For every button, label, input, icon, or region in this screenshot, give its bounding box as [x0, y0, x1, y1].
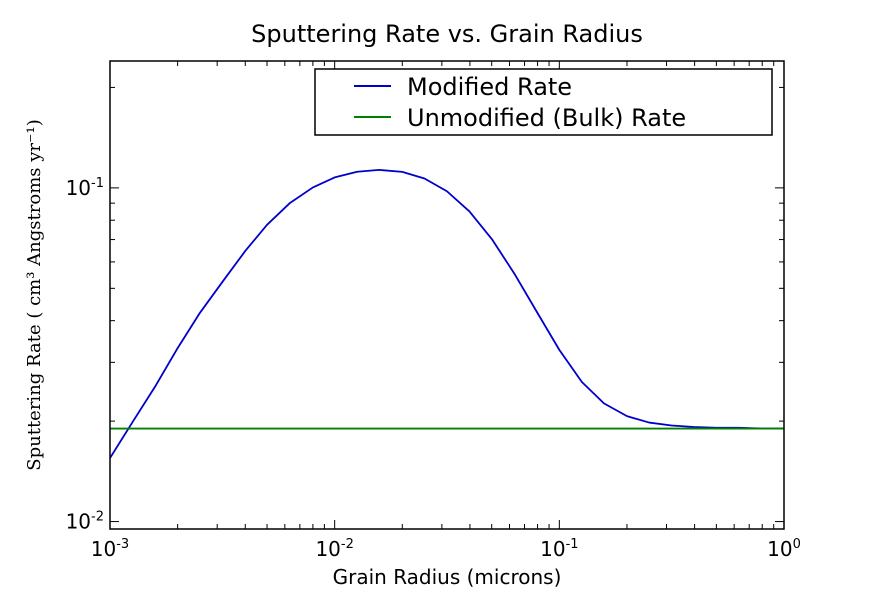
legend: Modified Rate Unmodified (Bulk) Rate — [314, 68, 773, 136]
x-tick-labels: 10-3 10-2 10-1 100 — [91, 537, 801, 561]
x-tick-label: 100 — [767, 537, 801, 561]
legend-box — [314, 68, 773, 136]
y-tick-labels: 10-2 10-1 — [66, 176, 104, 534]
series-layer — [110, 169, 784, 459]
y-axis-label: Sputtering Rate ( cm³ Angstroms yr⁻¹) — [24, 119, 45, 470]
legend-label-modified-rate: Modified Rate — [407, 73, 572, 101]
y-tick-label: 10-1 — [66, 176, 104, 200]
series-line-modified-rate — [110, 169, 784, 459]
x-axis-label: Grain Radius (microns) — [333, 565, 562, 589]
x-tick-label: 10-1 — [540, 537, 578, 561]
chart-title: Sputtering Rate vs. Grain Radius — [251, 20, 643, 48]
plot-frame — [109, 60, 785, 530]
y-tick-label: 10-2 — [66, 510, 104, 534]
x-tick-label: 10-3 — [91, 537, 129, 561]
legend-label-bulk-rate: Unmodified (Bulk) Rate — [407, 104, 686, 132]
x-tick-label: 10-2 — [315, 537, 353, 561]
minor-ticks — [110, 61, 784, 529]
